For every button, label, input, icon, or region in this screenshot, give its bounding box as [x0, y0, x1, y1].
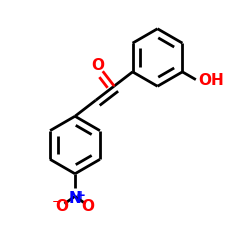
Text: −: − [52, 195, 62, 208]
Text: O: O [92, 58, 105, 73]
Text: +: + [76, 189, 86, 202]
Text: O: O [82, 199, 94, 214]
Text: O: O [56, 199, 68, 214]
Text: OH: OH [198, 74, 224, 88]
Text: N: N [68, 191, 82, 206]
